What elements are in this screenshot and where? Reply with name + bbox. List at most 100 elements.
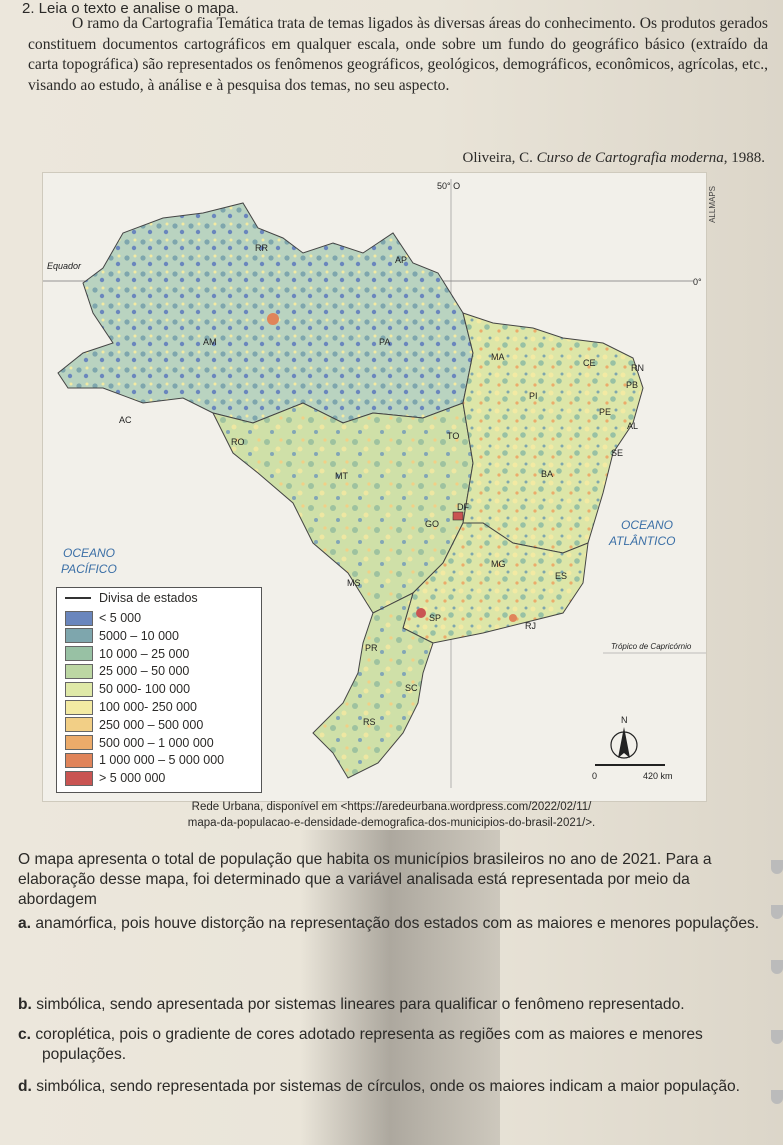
option-c[interactable]: c. coroplética, pois o gradiente de core… xyxy=(18,1025,773,1065)
state-label-ma: MA xyxy=(491,352,505,362)
ocean-atlantic-line2: ATLÂNTICO xyxy=(608,533,675,548)
option-b-text: simbólica, sendo apresentada por sistema… xyxy=(31,996,685,1013)
state-label-ac: AC xyxy=(119,415,132,425)
df-marker xyxy=(452,511,464,521)
option-a-letter: a. xyxy=(18,915,32,932)
legend-label: 1 000 000 – 5 000 000 xyxy=(99,753,225,768)
page-edge-mark xyxy=(771,960,783,974)
option-b-letter: b. xyxy=(18,996,32,1013)
question-header: 2. Leia o texto e analise o mapa. xyxy=(22,0,239,17)
state-label-pr: PR xyxy=(365,643,378,653)
source-line-1: Rede Urbana, disponível em <https://ared… xyxy=(191,801,592,813)
legend-swatch xyxy=(65,628,93,644)
page-edge-mark xyxy=(771,905,783,919)
legend-item: 25 000 – 50 000 xyxy=(65,663,189,679)
citation-author: Oliveira, C. xyxy=(462,150,537,166)
state-label-ap: AP xyxy=(395,255,407,265)
state-label-rr: RR xyxy=(255,243,268,253)
manaus-spot xyxy=(267,313,279,325)
option-c-text: coroplética, pois o gradiente de cores a… xyxy=(31,1026,703,1063)
map-svg: RR AP AM PA MA CE RN PB PI PE AL SE AC R… xyxy=(43,179,706,788)
option-a-text: anamórfica, pois houve distorção na repr… xyxy=(31,915,760,932)
state-label-rj: RJ xyxy=(525,621,536,631)
legend-swatch xyxy=(65,735,93,751)
ocean-pacific-line1: OCEANO xyxy=(63,546,115,560)
legend-item: > 5 000 000 xyxy=(65,770,165,786)
legend-label: 5000 – 10 000 xyxy=(99,628,179,643)
legend-label: 25 000 – 50 000 xyxy=(99,664,190,679)
state-label-am: AM xyxy=(203,337,217,347)
legend-swatch xyxy=(65,681,93,697)
north-arrow: N xyxy=(610,715,638,759)
state-label-ba: BA xyxy=(541,469,553,479)
legend-swatch xyxy=(65,752,93,768)
state-label-pb: PB xyxy=(626,380,638,390)
legend-item: < 5 000 xyxy=(65,610,141,626)
citation-work: Curso de Cartografia moderna xyxy=(536,150,724,166)
option-c-letter: c. xyxy=(18,1026,32,1043)
legend-label: 10 000 – 25 000 xyxy=(99,646,190,661)
legend-item: 500 000 – 1 000 000 xyxy=(65,735,214,751)
legend-label: 100 000- 250 000 xyxy=(99,700,198,714)
legend-swatch xyxy=(65,646,93,662)
north-region-shape xyxy=(57,202,474,424)
northeast-shape xyxy=(462,312,644,554)
option-d[interactable]: d. simbólica, sendo representada por sis… xyxy=(18,1077,773,1097)
legend-label: > 5 000 000 xyxy=(99,771,166,786)
scale-start: 0 xyxy=(592,771,597,781)
border-line-symbol xyxy=(65,597,91,599)
option-b[interactable]: b. simbólica, sendo apresentada por sist… xyxy=(18,995,773,1015)
legend-swatch xyxy=(65,663,93,679)
state-label-pe: PE xyxy=(599,407,611,417)
state-label-mt: MT xyxy=(335,471,348,481)
legend-border-item: Divisa de estados xyxy=(65,591,198,605)
legend-label: < 5 000 xyxy=(99,611,142,625)
state-label-ms: MS xyxy=(347,578,361,588)
page-edge-mark xyxy=(771,860,783,874)
rio-spot xyxy=(509,614,517,622)
legend-border-label: Divisa de estados xyxy=(99,591,198,605)
citation-year: , 1988. xyxy=(723,150,765,166)
legend-item: 100 000- 250 000 xyxy=(65,699,197,715)
legend-item: 250 000 – 500 000 xyxy=(65,717,203,733)
intro-paragraph: O ramo da Cartografia Temática trata de … xyxy=(28,15,768,94)
state-label-pi: PI xyxy=(529,391,538,401)
option-a[interactable]: a. anamórfica, pois houve distorção na r… xyxy=(18,914,773,934)
state-label-pa: PA xyxy=(379,337,390,347)
legend-item: 10 000 – 25 000 xyxy=(65,646,189,662)
legend-swatch xyxy=(65,717,93,733)
state-label-ce: CE xyxy=(583,358,596,368)
state-label-df: DF xyxy=(457,502,469,512)
state-label-go: GO xyxy=(425,519,439,529)
legend-item: 1 000 000 – 5 000 000 xyxy=(65,752,224,768)
question-text: O mapa apresenta o total de população qu… xyxy=(18,851,712,908)
scale-bar: 0 420 km xyxy=(592,764,673,781)
legend-swatch xyxy=(65,610,93,626)
option-d-text: simbólica, sendo representada por sistem… xyxy=(31,1078,741,1095)
equator-degree-label: 0° xyxy=(693,277,702,287)
legend-label: 500 000 – 1 000 000 xyxy=(99,735,214,750)
meridian-label: 50° O xyxy=(437,181,460,191)
legend-label: 250 000 – 500 000 xyxy=(99,717,204,732)
state-label-ro: RO xyxy=(231,437,245,447)
map-legend: Divisa de estados < 5 000 5000 – 10 000 10… xyxy=(56,587,262,793)
state-label-sc: SC xyxy=(405,683,418,693)
equator-label: Equador xyxy=(47,261,82,271)
citation: Oliveira, C. Curso de Cartografia modern… xyxy=(462,150,765,167)
scale-end: 420 km xyxy=(643,771,673,781)
north-label: N xyxy=(621,715,628,725)
legend-swatch xyxy=(65,770,93,786)
source-line-2: mapa-da-populacao-e-densidade-demografic… xyxy=(187,817,596,829)
state-label-rn: RN xyxy=(631,363,644,373)
state-label-al: AL xyxy=(627,421,638,431)
state-label-to: TO xyxy=(447,431,459,441)
state-label-sp: SP xyxy=(429,613,441,623)
option-d-letter: d. xyxy=(18,1078,32,1095)
page-edge-mark xyxy=(771,1030,783,1044)
legend-item: 50 000- 100 000 xyxy=(65,681,190,697)
state-label-se: SE xyxy=(611,448,623,458)
page-edge-mark xyxy=(771,1090,783,1104)
state-label-es: ES xyxy=(555,571,567,581)
map-credit: ALLMAPS xyxy=(708,186,717,223)
